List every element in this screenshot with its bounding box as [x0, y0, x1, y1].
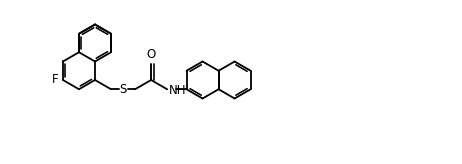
Text: NH: NH	[169, 84, 187, 97]
Text: S: S	[119, 83, 127, 96]
Text: F: F	[52, 73, 59, 86]
Text: O: O	[146, 48, 156, 61]
